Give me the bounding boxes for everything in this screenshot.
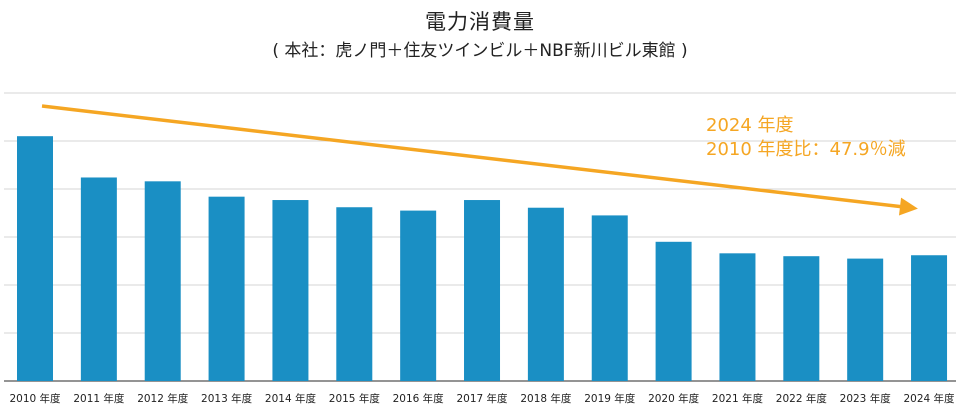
- x-tick-label: 2010 年度: [9, 392, 61, 405]
- x-tick-label: 2023 年度: [840, 392, 892, 405]
- x-tick-label: 2022 年度: [776, 392, 828, 405]
- x-tick-label: 2016 年度: [393, 392, 445, 405]
- bars: [17, 136, 948, 381]
- bar: [655, 241, 692, 381]
- bar: [591, 215, 628, 381]
- x-tick-label: 2018 年度: [520, 392, 572, 405]
- bar: [208, 196, 245, 381]
- annotation-line-1: 2024 年度: [706, 115, 794, 136]
- x-tick-label: 2017 年度: [456, 392, 508, 405]
- x-tick-label: 2024 年度: [904, 392, 956, 405]
- bar: [400, 210, 437, 381]
- x-tick-label: 2014 年度: [265, 392, 317, 405]
- bar: [272, 200, 309, 381]
- trend-arrowhead: [898, 197, 918, 216]
- x-tick-label: 2020 年度: [648, 392, 700, 405]
- chart-subtitle: ( 本社：虎ノ門＋住友ツインビル＋NBF新川ビル東館 ): [272, 41, 688, 61]
- bar: [783, 256, 820, 381]
- annotation-line-2: 2010 年度比：47.9％減: [706, 139, 906, 160]
- chart-title: 電力消費量: [425, 10, 535, 34]
- bar: [527, 207, 564, 381]
- reduction-annotation: 2024 年度 2010 年度比：47.9％減: [706, 114, 906, 162]
- x-tick-label: 2012 年度: [137, 392, 189, 405]
- trend-arrow: [41, 104, 918, 216]
- x-tick-label: 2021 年度: [712, 392, 764, 405]
- x-tick-labels: 2010 年度 2011 年度 2012 年度 2013 年度 2014 年度 2015 …: [9, 392, 955, 405]
- bar: [80, 177, 117, 381]
- x-tick-label: 2015 年度: [329, 392, 381, 405]
- bar: [911, 255, 948, 381]
- bar: [336, 207, 373, 381]
- bar: [144, 181, 181, 381]
- bar: [464, 200, 501, 381]
- bar: [719, 253, 756, 381]
- bar: [17, 136, 53, 381]
- x-tick-label: 2011 年度: [73, 392, 125, 405]
- x-tick-label: 2013 年度: [201, 392, 253, 405]
- bar: [847, 258, 884, 381]
- trend-line: [41, 104, 905, 209]
- x-tick-label: 2019 年度: [584, 392, 636, 405]
